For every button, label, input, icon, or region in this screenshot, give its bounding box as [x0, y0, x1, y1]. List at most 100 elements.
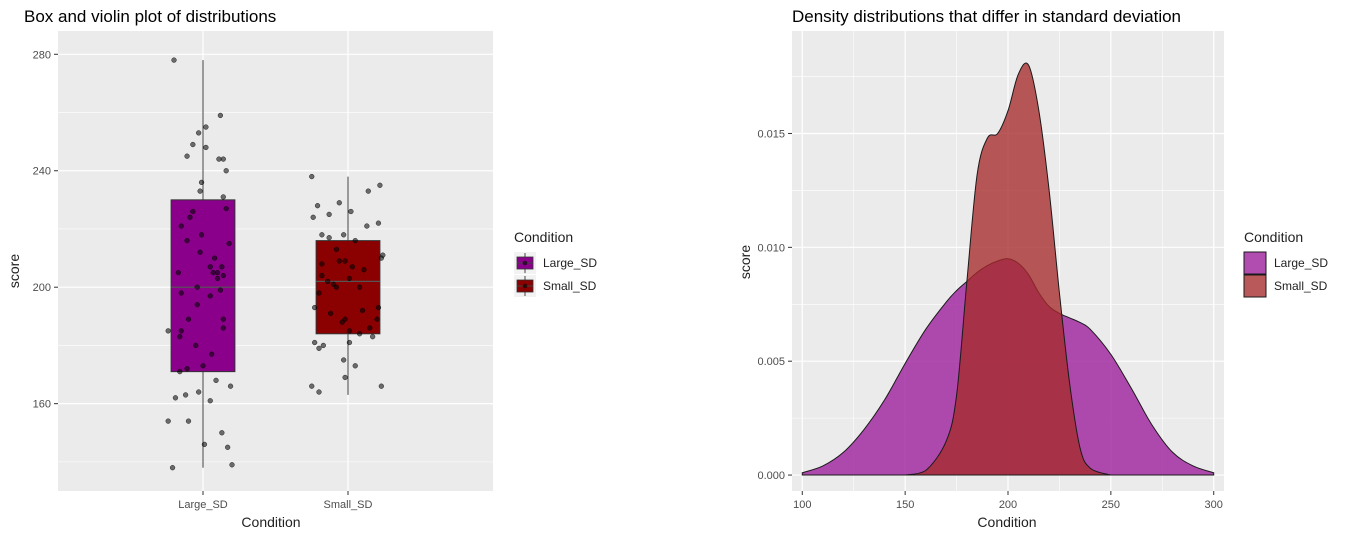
- data-point: [213, 377, 219, 384]
- data-point: [198, 179, 205, 186]
- data-point: [320, 342, 327, 349]
- box-plot-area: [58, 31, 493, 491]
- density-legend-title: Condition: [1244, 229, 1303, 245]
- data-point: [339, 319, 345, 325]
- data-point: [184, 366, 190, 372]
- y-tick-label: 280: [33, 49, 51, 61]
- data-point: [227, 383, 234, 389]
- data-point: [375, 304, 382, 311]
- data-point: [193, 342, 199, 349]
- data-point: [207, 264, 213, 270]
- data-point: [325, 278, 331, 285]
- data-point: [370, 334, 376, 340]
- y-tick-label: 160: [33, 399, 51, 411]
- data-point: [314, 203, 321, 209]
- data-point: [333, 284, 340, 290]
- data-point: [219, 430, 225, 436]
- data-point: [309, 173, 315, 180]
- box-plot-y-ticks: 160 200 240 280: [33, 49, 58, 411]
- data-point: [326, 211, 332, 218]
- data-point: [319, 232, 325, 238]
- box-plot-legend-title: Condition: [514, 229, 573, 245]
- data-point: [356, 284, 363, 290]
- y-tick-label: 240: [33, 166, 51, 178]
- data-point: [316, 389, 322, 395]
- box-plot-legend-items: Large_SD Small_SD: [514, 252, 597, 297]
- data-point: [327, 310, 334, 317]
- box-small-sd: [315, 240, 381, 335]
- x-tick-label: 200: [999, 499, 1017, 511]
- data-point: [178, 223, 184, 229]
- legend-key-swatch: [1243, 274, 1267, 298]
- data-point: [209, 351, 215, 357]
- box-plot-title: Box and violin plot of distributions: [24, 7, 276, 26]
- data-point: [217, 112, 224, 119]
- data-point: [377, 182, 383, 188]
- data-point: [346, 339, 353, 346]
- data-point: [190, 141, 196, 148]
- data-point: [316, 290, 322, 296]
- density-areas: [801, 62, 1215, 476]
- data-point: [210, 269, 216, 276]
- box-plot-points: [165, 57, 386, 471]
- data-point: [187, 214, 193, 220]
- data-point: [219, 264, 225, 270]
- data-point: [194, 302, 200, 308]
- data-point: [341, 357, 347, 363]
- data-point: [352, 363, 358, 369]
- data-point: [177, 368, 183, 375]
- box-plot-y-label: score: [6, 254, 22, 288]
- data-point: [378, 383, 385, 389]
- data-point: [165, 328, 171, 334]
- data-point: [367, 325, 373, 331]
- density-y-label: score: [737, 245, 753, 279]
- data-point: [364, 223, 370, 229]
- data-point: [177, 334, 183, 340]
- density-area-small-sd: [905, 62, 1112, 476]
- data-point: [319, 272, 325, 279]
- data-point: [374, 316, 380, 322]
- data-point: [346, 275, 353, 282]
- data-point: [378, 255, 385, 261]
- data-point: [220, 316, 226, 322]
- box-plot-boxes: [170, 60, 381, 468]
- data-point: [196, 130, 202, 136]
- data-point: [310, 214, 316, 220]
- data-point: [349, 264, 356, 270]
- legend-item-label: Large_SD: [1274, 256, 1328, 270]
- data-point: [178, 328, 184, 334]
- density-y-ticks: 0.000 0.005 0.010 0.015: [757, 128, 792, 482]
- data-point: [200, 363, 206, 369]
- data-point: [175, 269, 182, 276]
- x-tick-label: 100: [793, 499, 811, 511]
- data-point: [336, 258, 342, 264]
- data-point: [185, 418, 192, 424]
- data-point: [375, 220, 382, 226]
- data-point: [197, 249, 203, 255]
- data-point: [165, 418, 171, 424]
- box-plot-panel: Box and violin plot of distributions 160…: [6, 7, 597, 530]
- data-point: [361, 267, 367, 273]
- data-point: [172, 395, 179, 401]
- data-point: [194, 284, 200, 290]
- data-point: [365, 188, 371, 194]
- legend-item-label: Small_SD: [543, 279, 597, 293]
- density-x-ticks: 100 150 200 250 300: [793, 491, 1223, 511]
- data-point: [220, 156, 226, 162]
- data-point: [225, 444, 231, 450]
- data-point: [220, 272, 226, 279]
- data-point: [207, 293, 213, 299]
- data-point: [348, 208, 354, 215]
- data-point: [226, 240, 232, 247]
- y-tick-label: 0.000: [757, 470, 785, 482]
- data-point: [184, 237, 190, 244]
- data-point: [359, 307, 366, 314]
- data-point: [316, 345, 322, 351]
- data-point: [346, 328, 353, 334]
- box-plot-x-ticks: Large_SD Small_SD: [178, 491, 373, 511]
- data-point: [309, 383, 315, 389]
- data-point: [185, 316, 192, 322]
- data-point: [171, 57, 177, 63]
- data-point: [201, 441, 208, 448]
